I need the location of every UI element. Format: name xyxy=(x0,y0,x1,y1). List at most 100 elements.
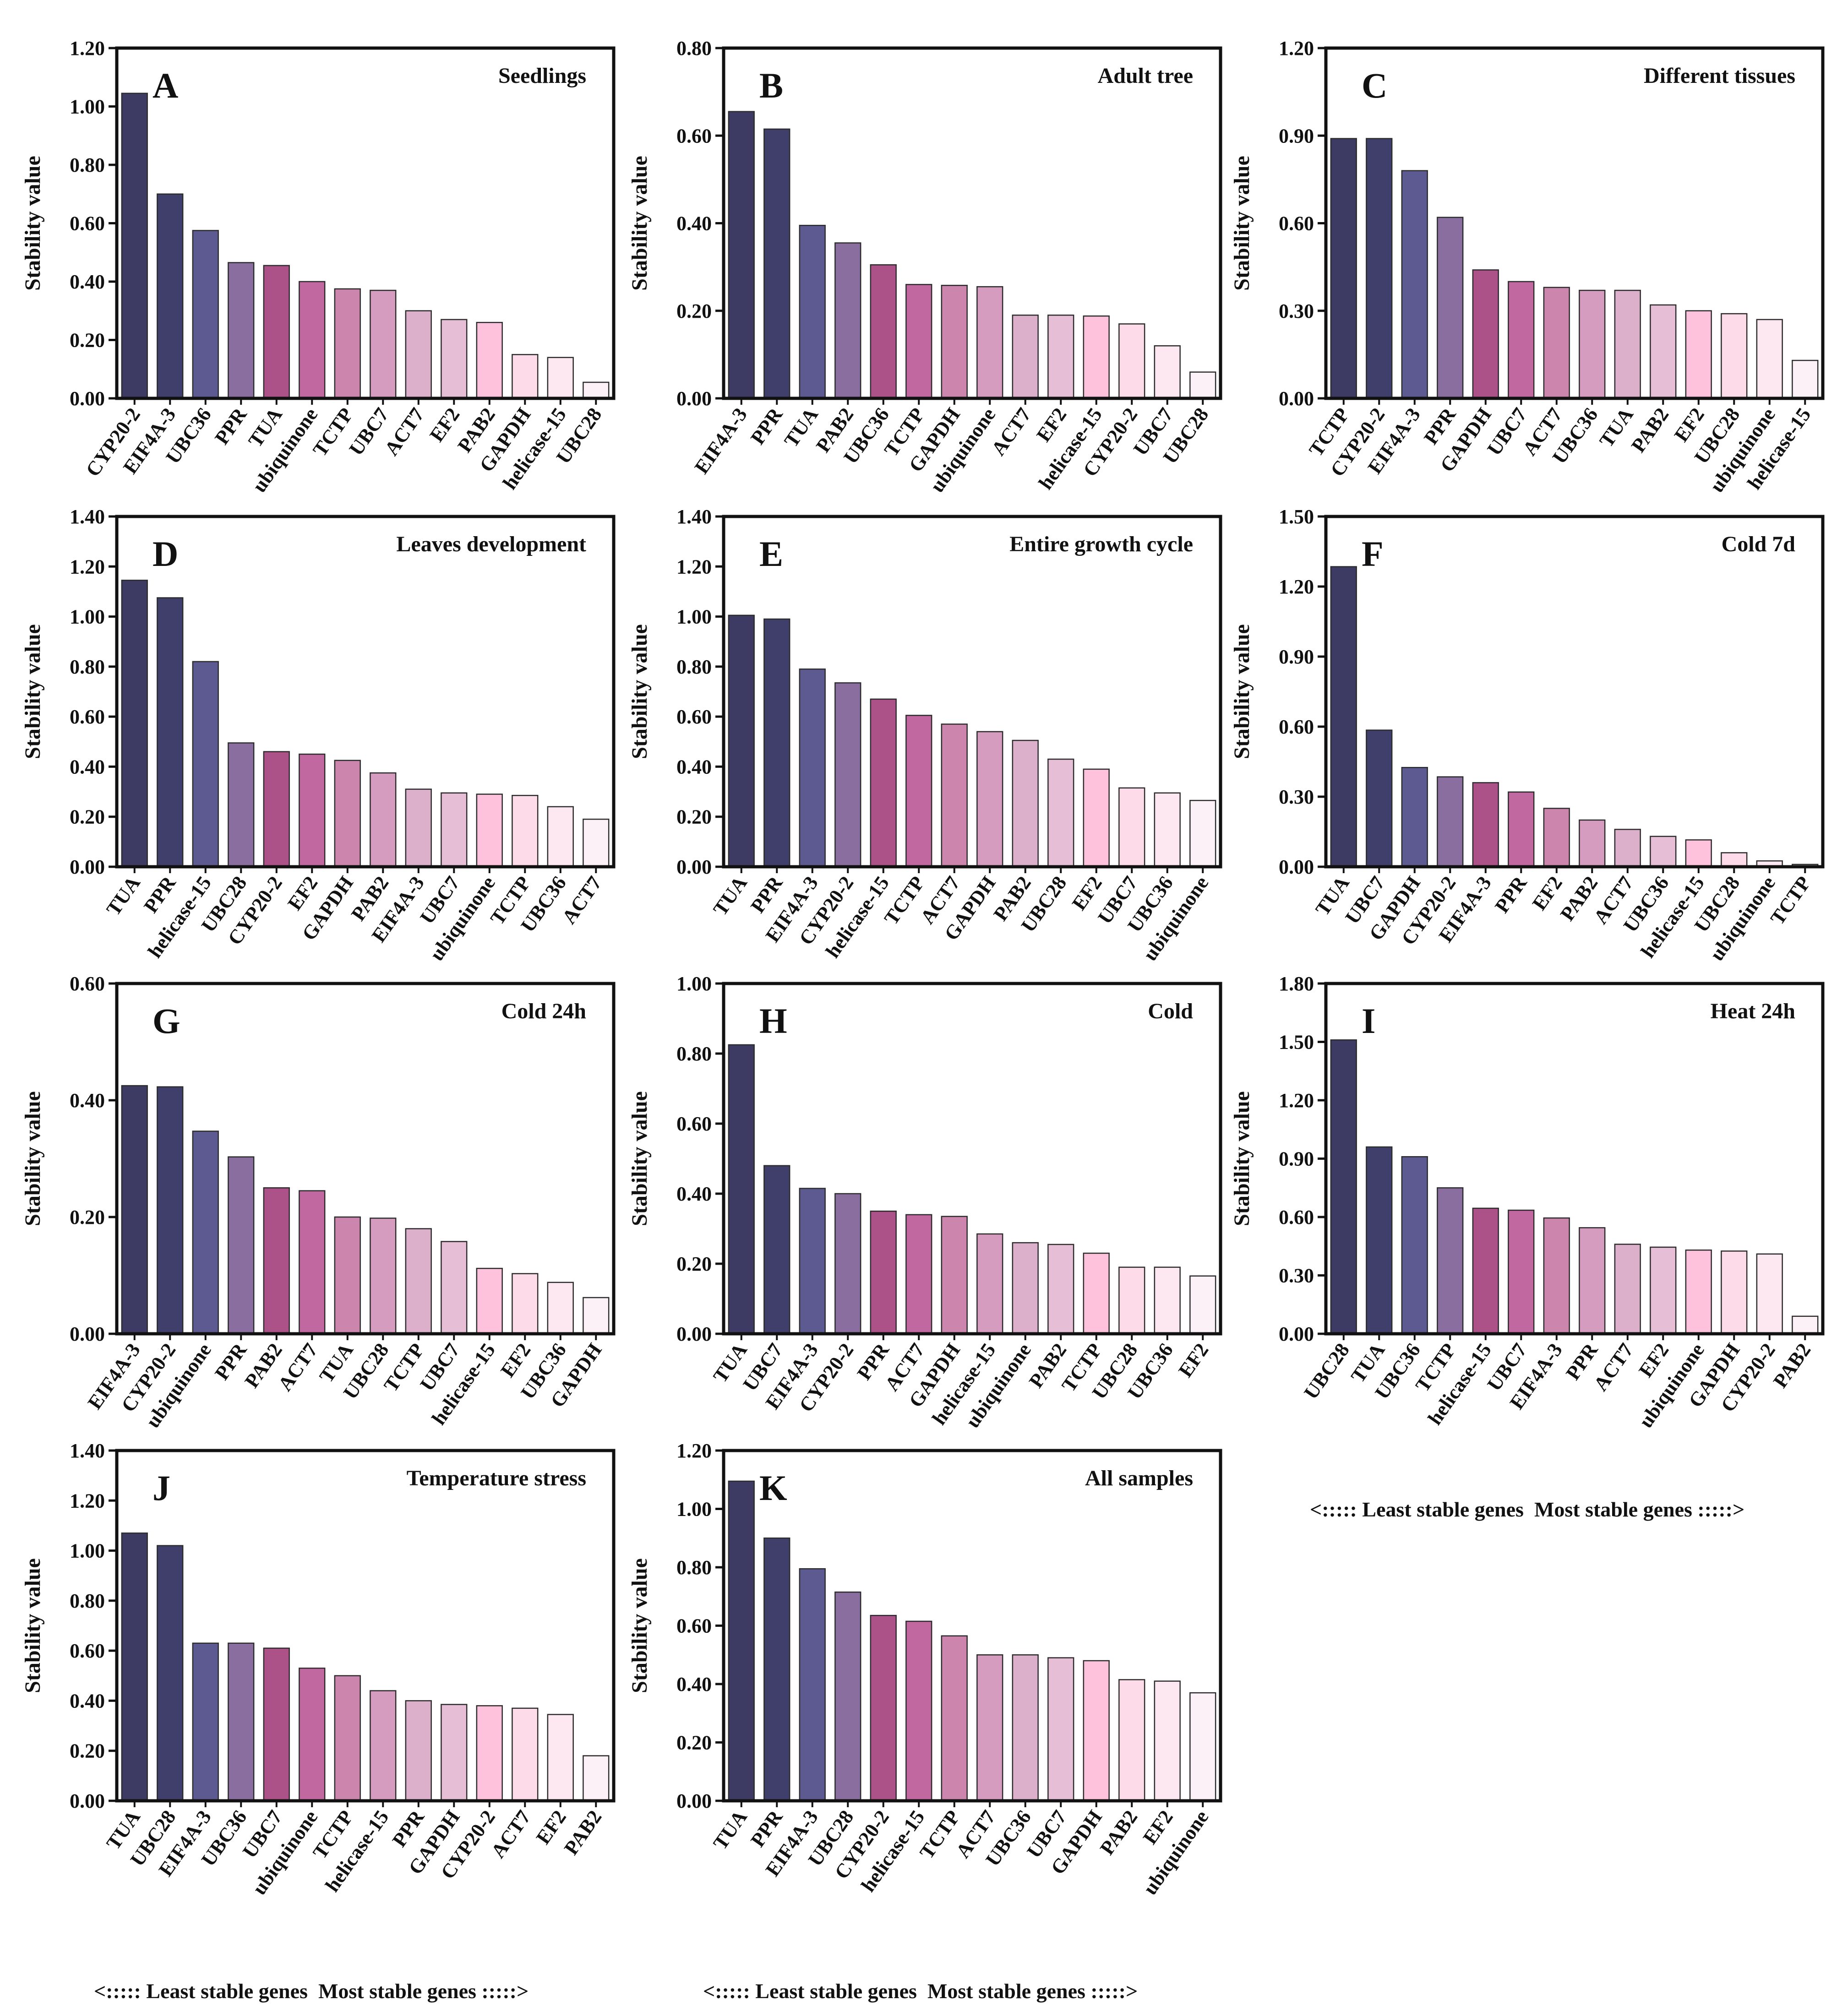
y-tick-label: 1.00 xyxy=(70,96,105,118)
bar-g-11 xyxy=(476,1267,503,1335)
bar-g-2 xyxy=(157,1086,184,1335)
bar-c-9 xyxy=(1614,289,1641,399)
bar-c-6 xyxy=(1508,281,1535,399)
bar-d-13 xyxy=(547,806,574,868)
y-tick-label: 0.80 xyxy=(70,1590,105,1612)
y-tick-label: 0.00 xyxy=(676,1790,712,1812)
y-tick-label: 1.20 xyxy=(70,1489,105,1512)
bar-e-9 xyxy=(1012,739,1039,868)
x-category-label: ACT7 xyxy=(1589,1339,1638,1395)
y-tick-label: 0.80 xyxy=(70,656,105,678)
bar-b-9 xyxy=(1012,315,1039,399)
bar-e-12 xyxy=(1118,787,1145,868)
y-tick-label: 1.20 xyxy=(70,37,105,60)
y-tick-label: 0.20 xyxy=(70,329,105,352)
y-tick-label: 0.00 xyxy=(70,1323,105,1345)
bar-g-5 xyxy=(263,1187,290,1335)
y-tick-label: 0.20 xyxy=(70,1206,105,1228)
y-tick-label: 0.20 xyxy=(676,1732,712,1754)
y-tick-label: 0.80 xyxy=(676,656,712,678)
bar-f-11 xyxy=(1685,839,1712,868)
bar-a-5 xyxy=(263,265,290,399)
bar-f-9 xyxy=(1614,829,1641,868)
bar-k-5 xyxy=(870,1614,897,1802)
y-tick-label: 1.40 xyxy=(676,505,712,528)
y-tick-label: 0.00 xyxy=(70,856,105,878)
bar-k-7 xyxy=(941,1635,968,1802)
panel-title: Cold 24h xyxy=(501,999,586,1023)
bar-k-2 xyxy=(763,1538,790,1802)
panel-a: 0.00 0.20 0.40 0.60 0.80 1.00 1.20 Stability va… xyxy=(21,37,616,496)
bar-e-6 xyxy=(905,715,932,868)
plot-frame xyxy=(115,46,616,400)
bar-k-4 xyxy=(834,1591,861,1802)
x-category-label: PAB2 xyxy=(560,1806,606,1859)
y-tick-label: 0.80 xyxy=(676,37,712,60)
bar-e-7 xyxy=(941,723,968,868)
bar-c-12 xyxy=(1721,313,1748,399)
plot-frame xyxy=(722,1449,1222,1803)
panel-title: Leaves development xyxy=(396,532,586,556)
bar-d-12 xyxy=(512,795,539,868)
bar-i-1 xyxy=(1330,1039,1357,1335)
bar-a-11 xyxy=(476,322,503,399)
y-tick-label: 0.00 xyxy=(1279,856,1314,878)
panel-title: All samples xyxy=(1085,1466,1193,1490)
x-category-label: UBC28 xyxy=(1299,1339,1354,1403)
bar-i-6 xyxy=(1508,1209,1535,1335)
bar-j-7 xyxy=(334,1675,361,1802)
bar-c-13 xyxy=(1756,319,1783,399)
bar-b-4 xyxy=(834,242,861,399)
x-category-label: EIF4A-3 xyxy=(690,404,752,478)
bar-f-8 xyxy=(1579,819,1606,868)
y-tick-label: 1.50 xyxy=(1279,505,1314,528)
y-tick-label: 1.20 xyxy=(676,555,712,578)
bar-k-10 xyxy=(1047,1657,1074,1802)
bar-d-9 xyxy=(405,788,432,868)
bar-f-10 xyxy=(1650,836,1677,868)
bar-d-4 xyxy=(228,742,255,868)
side-caption: <::::: Least stable genes Most stable ge… xyxy=(1310,1498,1745,1521)
x-category-label: TUA xyxy=(709,1806,752,1853)
y-tick-label: 0.40 xyxy=(70,271,105,293)
y-tick-label: 0.60 xyxy=(676,1113,712,1135)
x-category-label: EF2 xyxy=(1174,1339,1213,1381)
y-tick-label: 0.20 xyxy=(676,1253,712,1275)
y-tick-label: 0.80 xyxy=(70,154,105,176)
y-tick-label: 0.30 xyxy=(1279,786,1314,808)
bar-g-14 xyxy=(583,1297,610,1335)
bar-h-2 xyxy=(763,1165,790,1335)
bar-e-4 xyxy=(834,682,861,868)
panel-letter: A xyxy=(153,65,178,105)
panel-letter: H xyxy=(759,1001,787,1041)
bar-b-8 xyxy=(976,286,1003,399)
bar-a-12 xyxy=(512,354,539,399)
panel-title: Temperature stress xyxy=(407,1466,586,1490)
bar-a-10 xyxy=(441,319,468,399)
bar-g-6 xyxy=(299,1190,326,1335)
bar-a-3 xyxy=(192,230,219,399)
y-tick-label: 0.40 xyxy=(676,1673,712,1695)
y-tick-label: 0.00 xyxy=(1279,387,1314,410)
bar-j-14 xyxy=(583,1755,610,1802)
bar-g-10 xyxy=(441,1241,468,1335)
bar-k-13 xyxy=(1154,1680,1181,1802)
x-category-label: PAB2 xyxy=(1096,1806,1142,1859)
bar-d-7 xyxy=(334,760,361,868)
panel-title: Entire growth cycle xyxy=(1009,532,1193,556)
bar-h-7 xyxy=(941,1216,968,1335)
y-tick-label: 0.60 xyxy=(70,212,105,235)
panel-letter: B xyxy=(759,65,783,105)
bar-h-3 xyxy=(799,1188,826,1335)
bar-h-4 xyxy=(834,1193,861,1335)
bar-b-10 xyxy=(1047,315,1074,399)
bar-j-3 xyxy=(192,1642,219,1802)
y-tick-label: 0.90 xyxy=(1279,646,1314,668)
y-axis-label: Stability value xyxy=(627,1558,652,1693)
bar-h-8 xyxy=(976,1233,1003,1335)
plot-frame xyxy=(115,515,616,869)
y-tick-label: 0.00 xyxy=(676,1323,712,1345)
bar-h-1 xyxy=(728,1044,755,1335)
